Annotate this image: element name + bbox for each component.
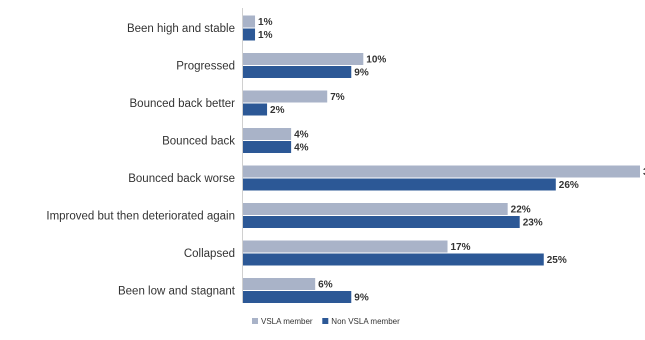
value-label-vsla-member-been-high-and-stable: 1%	[258, 17, 273, 28]
bar-vsla-member-bounced-back	[243, 128, 292, 140]
legend: VSLA member Non VSLA member	[252, 317, 400, 326]
value-label-non-vsla-member-progressed: 9%	[354, 68, 369, 79]
bar-non-vsla-member-bounced-back	[243, 141, 292, 153]
value-label-vsla-member-been-low-and-stagnant: 6%	[318, 280, 333, 291]
value-label-non-vsla-member-bounced-back: 4%	[294, 143, 309, 154]
category-label-been-high-and-stable: Been high and stable	[127, 23, 235, 35]
labels-layer: Been high and stable 1% 1% Progressed 10% 9% B…	[46, 17, 645, 304]
bars-layer	[243, 15, 640, 303]
bar-non-vsla-member-collapsed	[243, 253, 544, 266]
bar-vsla-member-progressed	[243, 53, 364, 65]
value-label-vsla-member-progressed: 10%	[366, 55, 386, 66]
bar-vsla-member-been-low-and-stagnant	[243, 278, 316, 290]
value-label-vsla-member-collapsed: 17%	[451, 242, 471, 253]
value-label-vsla-member-bounced-back-worse: 33%	[643, 167, 645, 178]
value-label-non-vsla-member-bounced-back-worse: 26%	[559, 180, 579, 191]
bar-non-vsla-member-been-high-and-stable	[243, 28, 256, 41]
bar-non-vsla-member-bounced-back-worse	[243, 178, 556, 191]
category-label-bounced-back-worse: Bounced back worse	[128, 173, 235, 185]
bar-vsla-member-improved-but-then-deteriorated-again	[243, 203, 508, 215]
category-label-progressed: Progressed	[176, 61, 235, 73]
bar-non-vsla-member-bounced-back-better	[243, 103, 268, 116]
legend-swatch-non-vsla-member	[322, 318, 329, 324]
value-label-vsla-member-bounced-back-better: 7%	[330, 92, 345, 103]
value-label-non-vsla-member-improved-but-then-deteriorated-again: 23%	[523, 218, 543, 229]
bar-non-vsla-member-been-low-and-stagnant	[243, 291, 352, 303]
category-label-improved-but-then-deteriorated-again: Improved but then deteriorated again	[46, 211, 235, 223]
value-label-non-vsla-member-been-high-and-stable: 1%	[258, 30, 273, 41]
legend-label-non-vsla-member: Non VSLA member	[331, 317, 400, 326]
bar-vsla-member-been-high-and-stable	[243, 15, 256, 28]
bar-vsla-member-collapsed	[243, 240, 448, 253]
bar-vsla-member-bounced-back-better	[243, 90, 328, 103]
value-label-non-vsla-member-bounced-back-better: 2%	[270, 105, 285, 116]
category-label-collapsed: Collapsed	[184, 248, 235, 260]
value-label-vsla-member-improved-but-then-deteriorated-again: 22%	[511, 205, 531, 216]
category-label-been-low-and-stagnant: Been low and stagnant	[118, 286, 236, 298]
category-label-bounced-back: Bounced back	[162, 136, 235, 148]
bar-non-vsla-member-progressed	[243, 66, 352, 78]
legend-swatch-vsla-member	[252, 318, 258, 324]
value-label-non-vsla-member-been-low-and-stagnant: 9%	[354, 293, 369, 304]
legend-label-vsla-member: VSLA member	[261, 317, 313, 326]
value-label-non-vsla-member-collapsed: 25%	[547, 255, 567, 266]
value-label-vsla-member-bounced-back: 4%	[294, 130, 309, 141]
category-label-bounced-back-better: Bounced back better	[130, 98, 236, 110]
bar-vsla-member-bounced-back-worse	[243, 165, 640, 178]
bar-non-vsla-member-improved-but-then-deteriorated-again	[243, 216, 520, 228]
